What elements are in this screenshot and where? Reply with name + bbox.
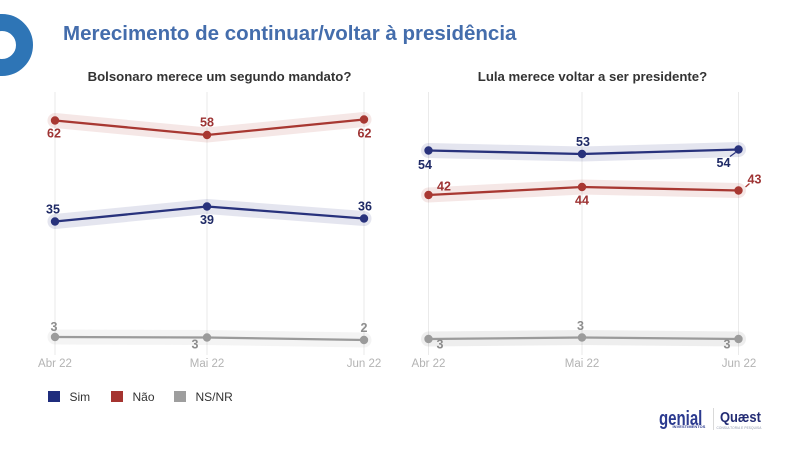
svg-text:39: 39 (200, 213, 214, 227)
svg-text:Abr 22: Abr 22 (38, 358, 72, 370)
svg-text:62: 62 (358, 127, 372, 141)
svg-text:Mai 22: Mai 22 (190, 358, 225, 370)
svg-text:54: 54 (418, 158, 432, 172)
svg-text:Mai 22: Mai 22 (565, 358, 600, 370)
svg-text:54: 54 (717, 156, 731, 170)
svg-text:58: 58 (200, 116, 214, 130)
svg-text:3: 3 (192, 338, 199, 352)
svg-text:44: 44 (575, 194, 589, 208)
svg-text:Jun 22: Jun 22 (722, 358, 757, 370)
svg-text:43: 43 (748, 173, 762, 187)
svg-text:2: 2 (361, 321, 368, 335)
svg-text:Jun 22: Jun 22 (347, 358, 382, 370)
svg-text:3: 3 (577, 319, 584, 333)
svg-text:36: 36 (358, 200, 372, 214)
svg-text:53: 53 (576, 135, 590, 149)
svg-text:42: 42 (437, 180, 451, 194)
svg-text:35: 35 (46, 203, 60, 217)
svg-text:3: 3 (437, 338, 444, 352)
svg-text:62: 62 (47, 127, 61, 141)
svg-text:Abr 22: Abr 22 (412, 358, 446, 370)
svg-text:3: 3 (724, 338, 731, 352)
svg-text:3: 3 (51, 320, 58, 334)
